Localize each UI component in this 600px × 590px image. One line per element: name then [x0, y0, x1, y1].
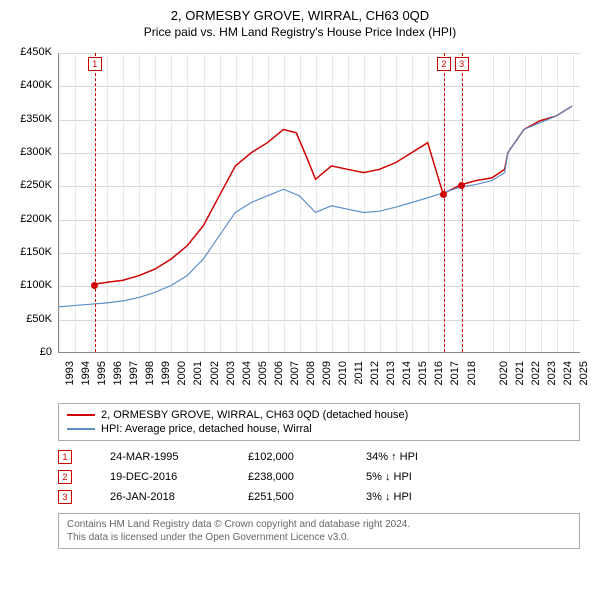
event-line: [444, 53, 445, 352]
legend-swatch: [67, 414, 95, 416]
legend-swatch: [67, 428, 95, 430]
legend: 2, ORMESBY GROVE, WIRRAL, CH63 0QD (deta…: [58, 403, 580, 441]
event-row: 2 19-DEC-2016 £238,000 5% ↓ HPI: [58, 467, 590, 487]
x-tick-label: 2021: [514, 361, 526, 401]
x-tick-label: 2024: [562, 361, 574, 401]
x-tick-label: 2003: [225, 361, 237, 401]
event-marker-box: 1: [88, 57, 102, 71]
event-number-box: 2: [58, 470, 72, 484]
line-series: [59, 53, 580, 352]
x-tick-label: 2020: [498, 361, 510, 401]
event-date: 19-DEC-2016: [110, 471, 210, 483]
x-tick-label: 2016: [433, 361, 445, 401]
event-price: £102,000: [248, 451, 328, 463]
event-row: 3 26-JAN-2018 £251,500 3% ↓ HPI: [58, 487, 590, 507]
event-number-box: 3: [58, 490, 72, 504]
y-tick-label: £50K: [10, 313, 52, 325]
x-tick-label: 2005: [257, 361, 269, 401]
y-tick-label: £250K: [10, 179, 52, 191]
footer-line: Contains HM Land Registry data © Crown c…: [67, 518, 571, 531]
event-pct: 34% ↑ HPI: [366, 451, 456, 463]
event-line: [95, 53, 96, 352]
x-tick-label: 1998: [144, 361, 156, 401]
event-price: £251,500: [248, 491, 328, 503]
x-tick-label: 2014: [401, 361, 413, 401]
x-tick-label: 2013: [385, 361, 397, 401]
y-tick-label: £400K: [10, 79, 52, 91]
y-tick-label: £300K: [10, 146, 52, 158]
y-tick-label: £150K: [10, 246, 52, 258]
event-dot: [458, 182, 465, 189]
footer-line: This data is licensed under the Open Gov…: [67, 531, 571, 544]
event-row: 1 24-MAR-1995 £102,000 34% ↑ HPI: [58, 447, 590, 467]
y-tick-label: £100K: [10, 279, 52, 291]
legend-item: 2, ORMESBY GROVE, WIRRAL, CH63 0QD (deta…: [67, 408, 571, 422]
series-property: [94, 106, 572, 284]
x-tick-label: 1997: [128, 361, 140, 401]
legend-label: 2, ORMESBY GROVE, WIRRAL, CH63 0QD (deta…: [101, 409, 408, 421]
event-line: [462, 53, 463, 352]
event-date: 26-JAN-2018: [110, 491, 210, 503]
x-tick-label: 1996: [112, 361, 124, 401]
event-price: £238,000: [248, 471, 328, 483]
event-pct: 5% ↓ HPI: [366, 471, 456, 483]
y-tick-label: £450K: [10, 46, 52, 58]
legend-item: HPI: Average price, detached house, Wirr…: [67, 422, 571, 436]
footer: Contains HM Land Registry data © Crown c…: [58, 513, 580, 549]
x-tick-label: 1993: [64, 361, 76, 401]
x-tick-label: 2017: [449, 361, 461, 401]
plot-area: 1 23: [58, 53, 580, 353]
x-tick-label: 2023: [546, 361, 558, 401]
x-tick-label: 2009: [321, 361, 333, 401]
y-tick-label: £350K: [10, 113, 52, 125]
x-tick-label: 2008: [305, 361, 317, 401]
event-number-box: 1: [58, 450, 72, 464]
y-tick-label: £0: [10, 346, 52, 358]
x-tick-label: 2022: [530, 361, 542, 401]
event-date: 24-MAR-1995: [110, 451, 210, 463]
x-tick-label: 2012: [369, 361, 381, 401]
x-tick-label: 2002: [209, 361, 221, 401]
x-tick-label: 2001: [192, 361, 204, 401]
y-tick-label: £200K: [10, 213, 52, 225]
x-tick-label: 2000: [176, 361, 188, 401]
x-tick-label: 2011: [353, 361, 365, 401]
x-tick-label: 2015: [417, 361, 429, 401]
x-tick-label: 2010: [337, 361, 349, 401]
x-tick-label: 1994: [80, 361, 92, 401]
event-pct: 3% ↓ HPI: [366, 491, 456, 503]
x-tick-label: 2006: [273, 361, 285, 401]
legend-label: HPI: Average price, detached house, Wirr…: [101, 423, 312, 435]
event-dot: [91, 282, 98, 289]
x-tick-label: 2007: [289, 361, 301, 401]
x-tick-label: 2004: [241, 361, 253, 401]
chart-area: £0 £50K £100K £150K £200K £250K £300K £350K £400…: [10, 45, 590, 395]
event-marker-box: 3: [455, 57, 469, 71]
chart-title: 2, ORMESBY GROVE, WIRRAL, CH63 0QD: [10, 8, 590, 23]
events-table: 1 24-MAR-1995 £102,000 34% ↑ HPI 2 19-DEC-201…: [58, 447, 590, 507]
chart-subtitle: Price paid vs. HM Land Registry's House …: [10, 25, 590, 39]
x-tick-label: 2018: [466, 361, 478, 401]
x-tick-label: 1995: [96, 361, 108, 401]
chart-container: 2, ORMESBY GROVE, WIRRAL, CH63 0QD Price…: [0, 0, 600, 590]
x-tick-label: 1999: [160, 361, 172, 401]
x-tick-label: 2025: [578, 361, 590, 401]
event-marker-box: 2: [437, 57, 451, 71]
